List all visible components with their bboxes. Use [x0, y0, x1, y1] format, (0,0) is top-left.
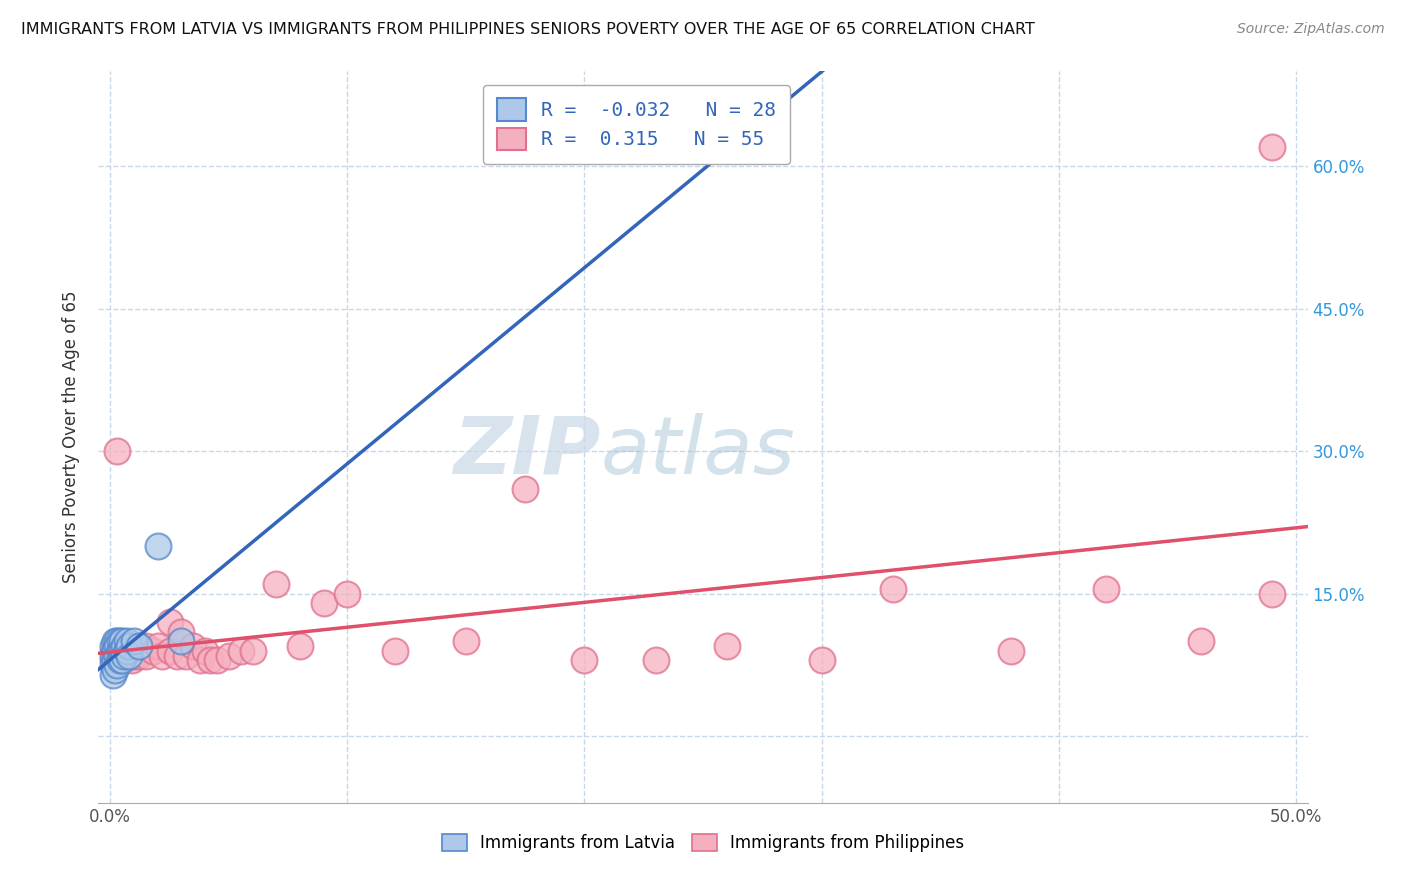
- Point: [384, 644, 406, 658]
- Point: [198, 653, 221, 667]
- Point: [1000, 644, 1022, 658]
- Point: [205, 653, 228, 667]
- Text: Source: ZipAtlas.com: Source: ZipAtlas.com: [1237, 22, 1385, 37]
- Point: [105, 634, 128, 648]
- Y-axis label: Seniors Poverty Over the Age of 65: Seniors Poverty Over the Age of 65: [62, 291, 80, 583]
- Point: [166, 648, 188, 663]
- Point: [115, 644, 138, 658]
- Point: [135, 639, 157, 653]
- Text: IMMIGRANTS FROM LATVIA VS IMMIGRANTS FROM PHILIPPINES SENIORS POVERTY OVER THE A: IMMIGRANTS FROM LATVIA VS IMMIGRANTS FRO…: [21, 22, 1035, 37]
- Point: [101, 639, 124, 653]
- Point: [104, 639, 127, 653]
- Point: [105, 658, 128, 673]
- Point: [122, 648, 145, 663]
- Point: [121, 653, 143, 667]
- Point: [101, 667, 124, 681]
- Point: [515, 483, 537, 497]
- Point: [170, 624, 193, 639]
- Point: [118, 639, 141, 653]
- Point: [114, 653, 136, 667]
- Point: [108, 639, 131, 653]
- Point: [128, 639, 150, 653]
- Point: [111, 648, 134, 663]
- Point: [194, 644, 217, 658]
- Point: [170, 634, 193, 648]
- Point: [118, 648, 141, 663]
- Point: [104, 634, 127, 648]
- Point: [644, 653, 666, 667]
- Point: [108, 644, 131, 658]
- Point: [111, 653, 134, 667]
- Point: [115, 639, 138, 653]
- Point: [159, 644, 181, 658]
- Point: [104, 648, 127, 663]
- Point: [114, 639, 136, 653]
- Legend: Immigrants from Latvia, Immigrants from Philippines: Immigrants from Latvia, Immigrants from …: [433, 825, 973, 860]
- Point: [336, 587, 359, 601]
- Point: [152, 648, 174, 663]
- Point: [105, 639, 128, 653]
- Point: [104, 653, 127, 667]
- Point: [108, 653, 131, 667]
- Point: [181, 639, 204, 653]
- Point: [1261, 587, 1284, 601]
- Point: [716, 639, 738, 653]
- Point: [288, 639, 311, 653]
- Point: [810, 653, 832, 667]
- Point: [229, 644, 252, 658]
- Point: [101, 644, 124, 658]
- Point: [111, 644, 134, 658]
- Point: [312, 596, 335, 610]
- Point: [114, 648, 136, 663]
- Point: [128, 639, 150, 653]
- Point: [190, 653, 212, 667]
- Point: [174, 648, 197, 663]
- Point: [1261, 140, 1284, 154]
- Point: [104, 663, 127, 677]
- Point: [122, 634, 145, 648]
- Point: [111, 634, 134, 648]
- Point: [135, 648, 157, 663]
- Point: [142, 644, 165, 658]
- Point: [218, 648, 240, 663]
- Point: [1095, 582, 1118, 596]
- Point: [105, 648, 128, 663]
- Point: [159, 615, 181, 630]
- Text: atlas: atlas: [600, 413, 794, 491]
- Point: [111, 644, 134, 658]
- Point: [1189, 634, 1212, 648]
- Text: ZIP: ZIP: [453, 413, 600, 491]
- Point: [242, 644, 264, 658]
- Point: [108, 634, 131, 648]
- Point: [118, 648, 141, 663]
- Point: [118, 639, 141, 653]
- Point: [574, 653, 596, 667]
- Point: [454, 634, 477, 648]
- Point: [114, 644, 136, 658]
- Point: [115, 634, 138, 648]
- Point: [108, 653, 131, 667]
- Point: [146, 639, 169, 653]
- Point: [146, 539, 169, 553]
- Point: [105, 648, 128, 663]
- Point: [128, 648, 150, 663]
- Point: [101, 658, 124, 673]
- Point: [104, 644, 127, 658]
- Point: [101, 653, 124, 667]
- Point: [264, 577, 287, 591]
- Point: [122, 639, 145, 653]
- Point: [882, 582, 904, 596]
- Point: [101, 648, 124, 663]
- Point: [105, 444, 128, 458]
